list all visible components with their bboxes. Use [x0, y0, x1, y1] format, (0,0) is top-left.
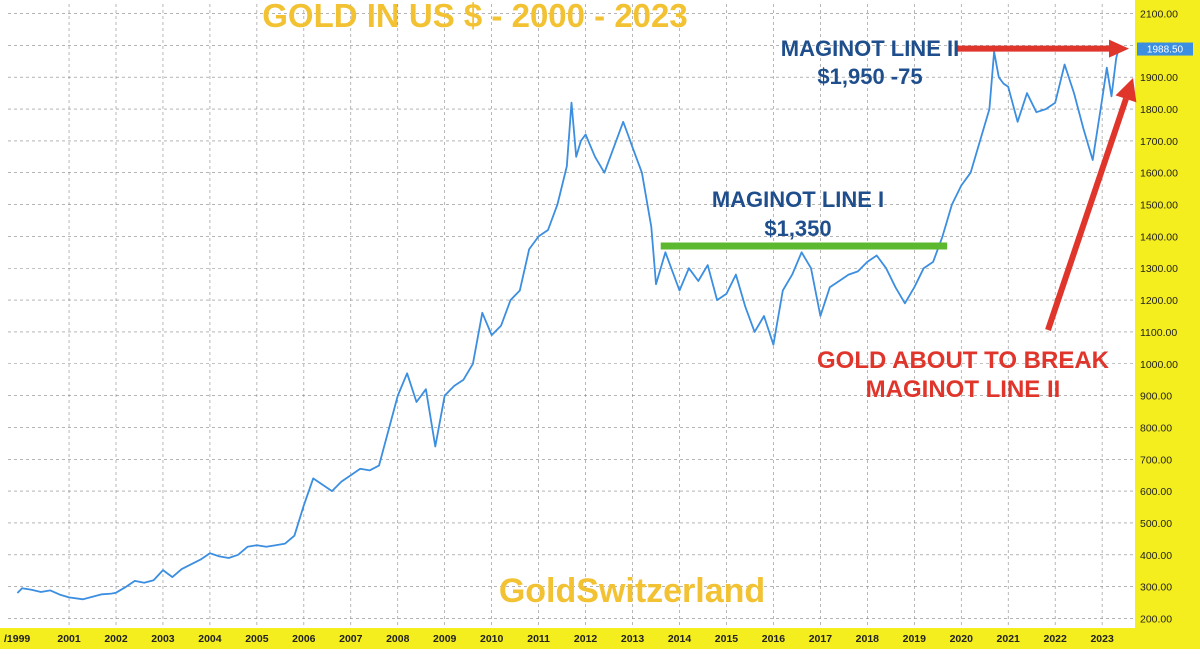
y-tick-label: 300.00	[1140, 582, 1172, 594]
y-tick-label: 600.00	[1140, 486, 1172, 498]
y-axis-ticks: 200.00 300.00 400.00 500.00 600.00 700.00 800.…	[1140, 9, 1178, 626]
y-tick-label: 1900.00	[1140, 72, 1178, 84]
y-tick-label: 1100.00	[1140, 327, 1177, 339]
x-tick-label: 2021	[997, 633, 1021, 645]
x-tick-label: 2013	[621, 633, 645, 645]
gold-price-line	[16, 48, 1120, 601]
x-tick-label: 2017	[809, 633, 833, 645]
break-label-line-2: MAGINOT LINE II	[866, 376, 1061, 403]
y-tick-label: 1800.00	[1140, 104, 1178, 116]
x-axis-band	[0, 628, 1135, 649]
x-tick-label: 2015	[715, 633, 739, 645]
break-arrow-shaft	[1045, 97, 1129, 331]
y-tick-label: 1500.00	[1140, 200, 1178, 212]
x-tick-label: 2018	[856, 633, 880, 645]
x-tick-label: 2007	[339, 633, 363, 645]
maginot-line-1-value: $1,350	[764, 216, 831, 241]
grid-lines	[8, 4, 1135, 628]
x-tick-label: /1999	[4, 633, 30, 645]
x-tick-label: 2019	[903, 633, 927, 645]
x-tick-label: 2022	[1043, 633, 1067, 645]
maginot-line-1-title: MAGINOT LINE I	[712, 187, 884, 212]
y-tick-label: 1600.00	[1140, 168, 1178, 180]
x-axis-ticks: /1999 2001 2002 2003 2004 2005 2006 2007 2008 200…	[4, 633, 1114, 645]
last-price-label: 1988.50	[1147, 45, 1184, 56]
y-tick-label: 2100.00	[1140, 9, 1178, 21]
x-tick-label: 2003	[151, 633, 175, 645]
y-axis-band	[1135, 0, 1200, 649]
x-tick-label: 2009	[433, 633, 457, 645]
y-tick-label: 1300.00	[1140, 263, 1178, 275]
y-tick-label: 900.00	[1140, 391, 1172, 403]
watermark: GoldSwitzerland	[499, 572, 765, 610]
maginot-line-2-arrowhead	[1109, 39, 1129, 58]
maginot-line-2-title: MAGINOT LINE II	[781, 36, 959, 61]
x-tick-label: 2006	[292, 633, 316, 645]
break-arrowhead	[1115, 78, 1137, 103]
chart-title: GOLD IN US $ - 2000 - 2023	[262, 0, 688, 34]
x-tick-label: 2005	[245, 633, 269, 645]
x-tick-label: 2004	[198, 633, 222, 645]
x-tick-label: 2016	[762, 633, 786, 645]
x-tick-label: 2020	[950, 633, 974, 645]
maginot-line-2-value: $1,950 -75	[817, 64, 922, 89]
y-tick-label: 200.00	[1140, 613, 1172, 625]
x-tick-label: 2010	[480, 633, 504, 645]
y-tick-label: 500.00	[1140, 518, 1172, 530]
x-tick-label: 2012	[574, 633, 598, 645]
y-tick-label: 800.00	[1140, 422, 1172, 434]
y-tick-label: 1200.00	[1140, 295, 1178, 307]
y-tick-label: 700.00	[1140, 454, 1172, 466]
x-tick-label: 2011	[527, 633, 550, 645]
x-tick-label: 2023	[1090, 633, 1114, 645]
x-tick-label: 2002	[104, 633, 128, 645]
x-tick-label: 2001	[57, 633, 81, 645]
y-tick-label: 1700.00	[1140, 136, 1178, 148]
break-label-line-1: GOLD ABOUT TO BREAK	[817, 347, 1110, 374]
last-price-tag: 1988.50	[1137, 42, 1193, 56]
y-tick-label: 1000.00	[1140, 359, 1178, 371]
x-tick-label: 2008	[386, 633, 410, 645]
y-tick-label: 1400.00	[1140, 231, 1178, 243]
x-tick-label: 2014	[668, 633, 692, 645]
y-tick-label: 400.00	[1140, 550, 1172, 562]
